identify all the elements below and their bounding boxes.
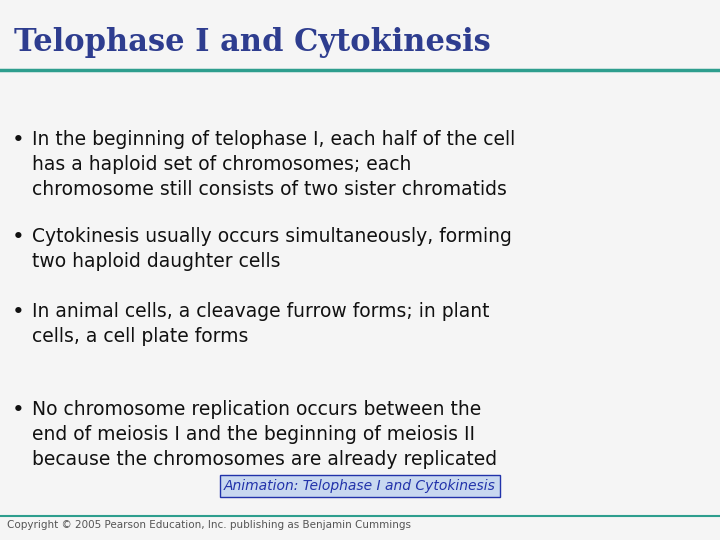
Text: In animal cells, a cleavage furrow forms; in plant
cells, a cell plate forms: In animal cells, a cleavage furrow forms… (32, 302, 490, 346)
Text: Cytokinesis usually occurs simultaneously, forming
two haploid daughter cells: Cytokinesis usually occurs simultaneousl… (32, 227, 512, 271)
Text: In the beginning of telophase I, each half of the cell
has a haploid set of chro: In the beginning of telophase I, each ha… (32, 130, 516, 199)
Text: No chromosome replication occurs between the
end of meiosis I and the beginning : No chromosome replication occurs between… (32, 400, 498, 469)
Text: Telophase I and Cytokinesis: Telophase I and Cytokinesis (14, 27, 491, 58)
Text: •: • (12, 130, 24, 150)
Text: Animation: Telophase I and Cytokinesis: Animation: Telophase I and Cytokinesis (224, 479, 496, 493)
Text: •: • (12, 227, 24, 247)
Text: •: • (12, 302, 24, 322)
Text: •: • (12, 400, 24, 420)
Text: Copyright © 2005 Pearson Education, Inc. publishing as Benjamin Cummings: Copyright © 2005 Pearson Education, Inc.… (7, 520, 411, 530)
